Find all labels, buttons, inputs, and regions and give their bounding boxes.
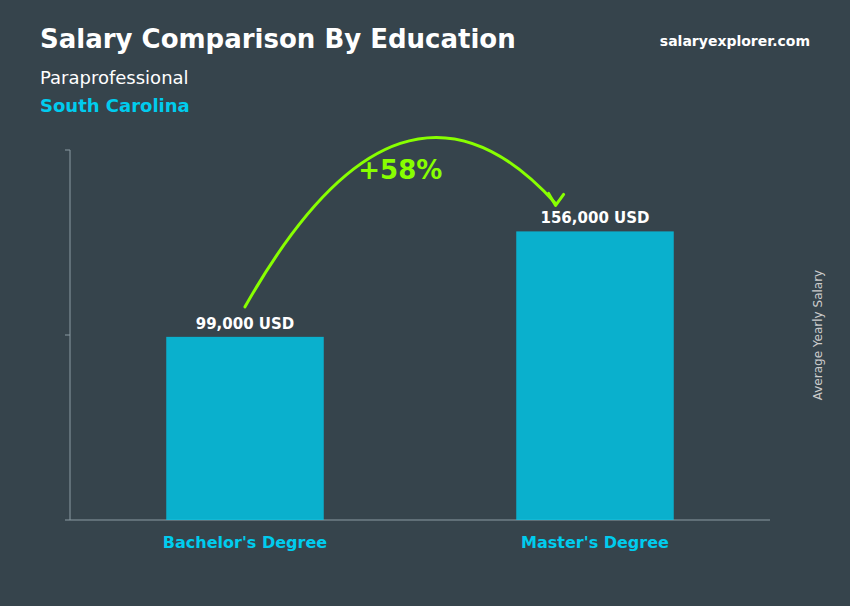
background (0, 0, 850, 606)
data-label: 156,000 USD (541, 209, 650, 227)
y-axis (65, 150, 70, 520)
y-tick (65, 520, 70, 521)
bars (166, 231, 674, 520)
bar (516, 231, 674, 520)
category-label: Bachelor's Degree (163, 533, 327, 552)
bar (166, 337, 324, 520)
change-arc (245, 137, 556, 306)
title: Salary Comparison By Education (40, 24, 516, 54)
y-axis-label: Average Yearly Salary (811, 270, 825, 400)
change-arrowhead (549, 193, 564, 205)
website: salaryexplorer.com (660, 33, 810, 49)
subtitle: Paraprofessional (40, 67, 189, 88)
chart: Salary Comparison By Education Paraprofes… (0, 0, 850, 606)
category-label: Master's Degree (521, 533, 669, 552)
y-tick (65, 150, 70, 151)
data-label: 99,000 USD (196, 315, 295, 333)
y-tick (65, 335, 70, 336)
percent-change: +58% (358, 155, 442, 185)
location: South Carolina (40, 95, 190, 116)
